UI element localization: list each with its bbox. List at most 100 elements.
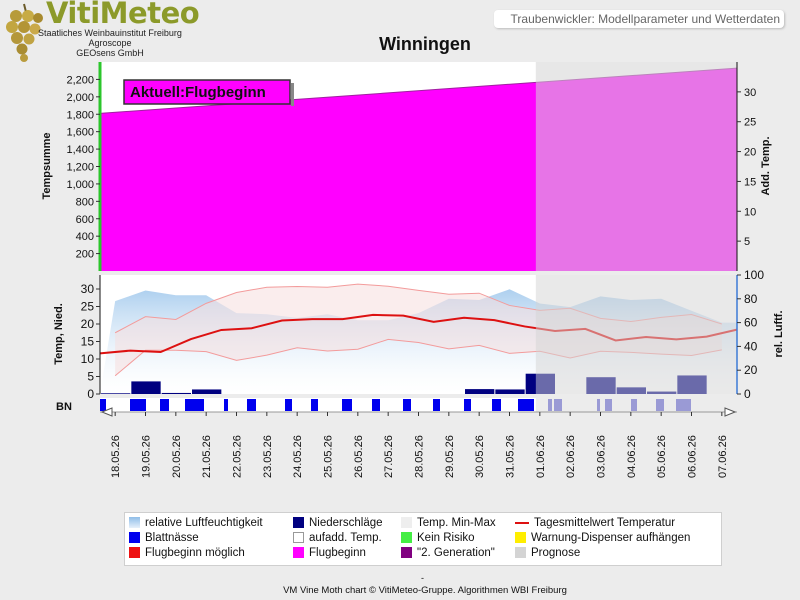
page-subtitle: Traubenwickler: Modellparameter und Wett… <box>494 10 784 28</box>
legend-label: Temp. Min-Max <box>417 517 496 529</box>
legend-swatch-possible <box>129 547 140 558</box>
precipitation-bar <box>465 389 495 394</box>
vitimeteo-logo: VitiMeteo Staatliches Weinbauinstitut Fr… <box>0 0 200 62</box>
add-temp-tick-label: 10 <box>744 206 756 218</box>
chart-title: Winningen <box>379 34 471 54</box>
date-tick-label: 02.06.26 <box>565 435 577 478</box>
date-tick-label: 21.05.26 <box>201 435 213 478</box>
logo-line-geosens: GEOsens GmbH <box>76 48 144 58</box>
legend-swatch-gen2 <box>401 547 412 558</box>
grape-logo-icon <box>6 3 43 62</box>
tempsumme-tick-label: 1,200 <box>66 162 94 174</box>
tempsumme-tick-label: 600 <box>76 214 94 226</box>
humidity-tick-label: 80 <box>744 292 758 306</box>
tempsumme-tick-label: 200 <box>76 249 94 261</box>
date-tick-label: 22.05.26 <box>232 435 244 478</box>
blattnaesse-segment <box>548 399 552 411</box>
tempsumme-tick-label: 2,000 <box>66 92 94 104</box>
legend-swatch-minmax <box>401 517 412 528</box>
temp-tick-label: 30 <box>81 282 95 296</box>
date-tick-label: 03.06.26 <box>596 435 608 478</box>
humidity-tick-label: 40 <box>744 339 758 353</box>
add-temp-tick-label: 15 <box>744 176 756 188</box>
tempsumme-tick-label: 1,600 <box>66 127 94 139</box>
temp-tick-label: 25 <box>81 300 95 314</box>
add-temp-tick-label: 5 <box>744 236 750 248</box>
legend-swatch-addtemp <box>293 532 304 543</box>
legend-swatch-humidity <box>129 517 140 528</box>
legend-swatch-warn <box>515 532 526 543</box>
blattnaesse-segment <box>676 399 691 411</box>
precipitation-bar <box>192 389 222 394</box>
humidity-tick-label: 20 <box>744 363 758 377</box>
precipitation-bar <box>131 381 161 394</box>
legend-label: Prognose <box>531 547 581 559</box>
temp-tick-label: 15 <box>81 335 95 349</box>
legend-swatch-mean <box>515 522 529 524</box>
date-tick-label: 04.06.26 <box>626 435 638 478</box>
date-tick-label: 24.05.26 <box>292 435 304 478</box>
bn-panel-background <box>100 398 737 412</box>
blattnaesse-segment <box>372 399 380 411</box>
tempsumme-tick-label: 1,400 <box>66 144 94 156</box>
legend-label: Blattnässe <box>145 532 199 544</box>
date-tick-label: 05.06.26 <box>656 435 668 478</box>
annotation-label: Aktuell:Flugbeginn <box>130 84 266 101</box>
date-tick-label: 29.05.26 <box>444 435 456 478</box>
add-temp-axis-label: Add. Temp. <box>760 136 772 195</box>
date-tick-label: 25.05.26 <box>323 435 335 478</box>
legend-label: Niederschläge <box>309 517 383 529</box>
precipitation-bar <box>101 393 131 394</box>
date-tick-label: 07.06.26 <box>717 435 729 478</box>
legend-label: "2. Generation" <box>417 547 495 559</box>
date-tick-label: 18.05.26 <box>110 435 122 478</box>
temp-tick-label: 0 <box>87 387 94 401</box>
blattnaesse-segment <box>518 399 534 411</box>
bn-arrow-left-icon <box>100 407 113 417</box>
blattnaesse-segment <box>464 399 471 411</box>
add-temp-tick-label: 30 <box>744 87 756 99</box>
add-temp-tick-label: 25 <box>744 117 756 129</box>
blattnaesse-segment <box>224 399 228 411</box>
add-temp-tick-label: 20 <box>744 147 756 159</box>
temp-tick-label: 5 <box>87 370 94 384</box>
date-tick-label: 19.05.26 <box>141 435 153 478</box>
date-tick-label: 26.05.26 <box>353 435 365 478</box>
blattnaesse-segment <box>631 399 637 411</box>
footer-credit: VM Vine Moth chart © VitiMeteo-Gruppe. A… <box>283 585 567 596</box>
annotation-box <box>123 79 291 105</box>
legend-label: Flugbeginn <box>309 547 366 559</box>
logo-line-institute: Staatliches Weinbauinstitut Freiburg <box>38 28 182 38</box>
legend-swatch-norisk <box>401 532 412 543</box>
precipitation-bar <box>495 389 525 394</box>
temp-tick-label: 20 <box>81 317 95 331</box>
logo-title: VitiMeteo <box>46 0 200 30</box>
legend-label: Tagesmittelwert Temperatur <box>534 517 676 529</box>
legend-swatch-prognose <box>515 547 526 558</box>
legend-label: Kein Risiko <box>417 532 475 544</box>
blattnaesse-segment <box>285 399 292 411</box>
legend-label: relative Luftfeuchtigkeit <box>145 517 263 529</box>
tempsumme-tick-label: 1,000 <box>66 179 94 191</box>
legend-swatch-flug <box>293 547 304 558</box>
prognose-region-bn <box>535 398 737 412</box>
logo-line-agroscope: Agroscope <box>88 38 132 48</box>
date-tick-label: 31.05.26 <box>505 435 517 478</box>
blattnaesse-segment <box>342 399 352 411</box>
blattnaesse-segment <box>160 399 169 411</box>
humidity-tick-label: 100 <box>744 268 764 282</box>
legend-label: Warnung-Dispenser aufhängen <box>531 532 691 544</box>
prognose-region-top <box>535 62 737 271</box>
tempsumme-tick-label: 400 <box>76 231 94 243</box>
blattnaesse-segment <box>492 399 501 411</box>
tempsumme-tick-label: 1,800 <box>66 109 94 121</box>
legend-label: Flugbeginn möglich <box>145 547 245 559</box>
precipitation-bar <box>161 392 191 394</box>
chart-legend: relative Luftfeuchtigkeit Niederschläge Te… <box>124 512 722 566</box>
legend-swatch-blatt <box>129 532 140 543</box>
blattnaesse-segment <box>433 399 440 411</box>
blattnaesse-segment <box>185 399 204 411</box>
date-tick-label: 20.05.26 <box>171 435 183 478</box>
blattnaesse-segment <box>311 399 318 411</box>
annotation-shadow <box>291 83 294 106</box>
